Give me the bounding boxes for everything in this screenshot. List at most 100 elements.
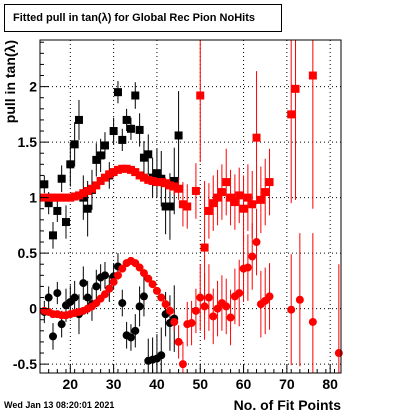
data-point-square [243, 193, 252, 202]
data-point-square [308, 71, 317, 80]
data-point-square [183, 202, 192, 211]
data-point-square [174, 184, 183, 193]
data-point-square [178, 200, 187, 209]
data-point-square [204, 206, 213, 215]
data-point-square [61, 218, 70, 227]
data-point-square [152, 169, 161, 178]
data-point-circle [248, 252, 257, 261]
data-point-square [100, 141, 109, 150]
data-point-circle [209, 312, 218, 321]
data-point-square [165, 181, 174, 190]
data-point-square [135, 171, 144, 180]
data-point-square [213, 193, 222, 202]
data-point-circle [135, 263, 144, 272]
data-point-square [126, 124, 135, 133]
data-point-square [265, 178, 274, 187]
data-point-square [66, 160, 75, 169]
data-point-circle [187, 319, 196, 328]
data-point-circle [135, 302, 144, 311]
data-point-square [170, 182, 179, 191]
data-point-square [122, 164, 131, 173]
data-point-square [170, 176, 179, 185]
data-point-square [57, 174, 66, 183]
data-point-circle [100, 271, 109, 280]
data-point-square [144, 175, 153, 184]
data-point-square [70, 140, 79, 149]
y-tick-label: 1 [29, 190, 37, 206]
data-point-square [126, 165, 135, 174]
data-point-square [70, 192, 79, 201]
data-point-circle [174, 337, 183, 346]
x-tick-label: 20 [63, 376, 79, 392]
data-point-square [230, 198, 239, 207]
x-tick-label: 60 [236, 376, 252, 392]
data-point-square [174, 131, 183, 140]
data-point-circle [213, 304, 222, 313]
data-point-circle [252, 238, 261, 247]
data-point-square [152, 178, 161, 187]
plot-frame [39, 39, 342, 374]
data-point-square [196, 91, 205, 100]
data-point-circle [178, 360, 187, 369]
data-point-square [165, 202, 174, 211]
data-point-square [74, 191, 83, 200]
data-point-square [139, 153, 148, 162]
data-point-circle [126, 333, 135, 342]
data-point-circle [170, 317, 179, 326]
data-point-square [291, 84, 300, 93]
data-point-square [79, 193, 88, 202]
data-point-circle [131, 326, 140, 335]
data-point-square [200, 243, 209, 252]
data-point-circle [243, 263, 252, 272]
data-point-square [53, 206, 62, 215]
data-point-circle [57, 320, 66, 329]
data-point-square [109, 127, 118, 136]
timestamp-label: Wed Jan 13 08:20:01 2021 [4, 400, 115, 410]
y-tick-label: 0 [29, 301, 37, 317]
data-point-square [122, 115, 131, 124]
x-tick-label: 50 [192, 376, 208, 392]
data-point-circle [265, 292, 274, 301]
data-point-square [57, 193, 66, 202]
data-point-square [48, 231, 57, 240]
data-point-square [131, 168, 140, 177]
data-point-square [53, 193, 62, 202]
data-point-circle [196, 293, 205, 302]
y-tick-label: 0.5 [18, 245, 38, 261]
data-point-circle [222, 302, 231, 311]
data-point-square [96, 151, 105, 160]
data-point-circle [235, 289, 244, 298]
data-point-square [113, 165, 122, 174]
data-point-square [144, 150, 153, 159]
x-tick-label: 70 [279, 376, 295, 392]
data-point-circle [118, 299, 127, 308]
data-point-circle [308, 317, 317, 326]
data-point-circle [70, 293, 79, 302]
data-markers [40, 71, 343, 369]
data-point-square [113, 88, 122, 97]
data-point-square [96, 176, 105, 185]
data-point-square [66, 193, 75, 202]
data-point-circle [200, 302, 209, 311]
x-tick-label: 40 [149, 376, 165, 392]
data-point-square [261, 188, 270, 197]
data-point-square [256, 195, 265, 204]
y-tick-label: -0.5 [13, 356, 37, 372]
data-point-square [100, 173, 109, 182]
data-point-circle [165, 306, 174, 315]
y-tick-label: 2 [29, 79, 37, 95]
data-point-square [239, 204, 248, 213]
data-point-circle [100, 290, 109, 299]
data-point-square [139, 173, 148, 182]
y-tick-label: 1.5 [18, 134, 38, 150]
data-point-square [252, 133, 261, 142]
x-axis-label: No. of Fit Points [234, 397, 342, 413]
data-point-square [235, 191, 244, 200]
data-point-square [44, 199, 53, 208]
data-point-square [83, 186, 92, 195]
data-point-circle [152, 286, 161, 295]
data-point-square [157, 178, 166, 187]
data-point-circle [226, 313, 235, 322]
x-tick-label: 80 [322, 376, 338, 392]
data-point-square [131, 91, 140, 100]
